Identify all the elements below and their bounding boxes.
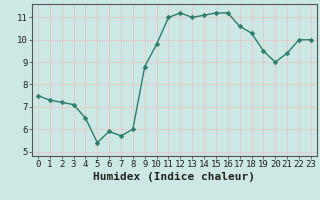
X-axis label: Humidex (Indice chaleur): Humidex (Indice chaleur): [93, 172, 255, 182]
